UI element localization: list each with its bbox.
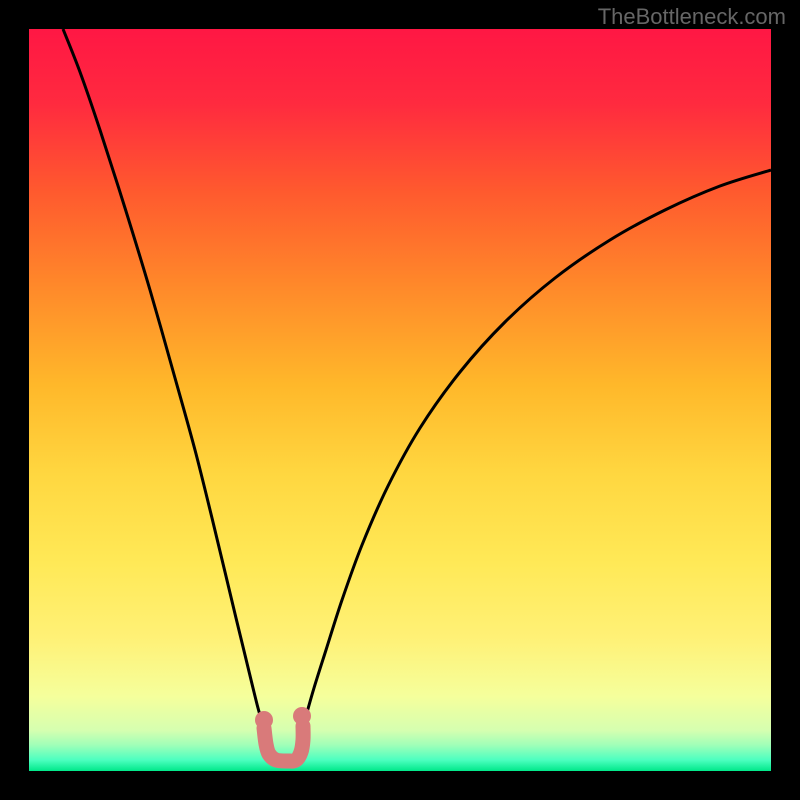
gradient-background [29, 29, 771, 771]
watermark-text: TheBottleneck.com [598, 4, 786, 30]
plot-area [29, 29, 771, 771]
